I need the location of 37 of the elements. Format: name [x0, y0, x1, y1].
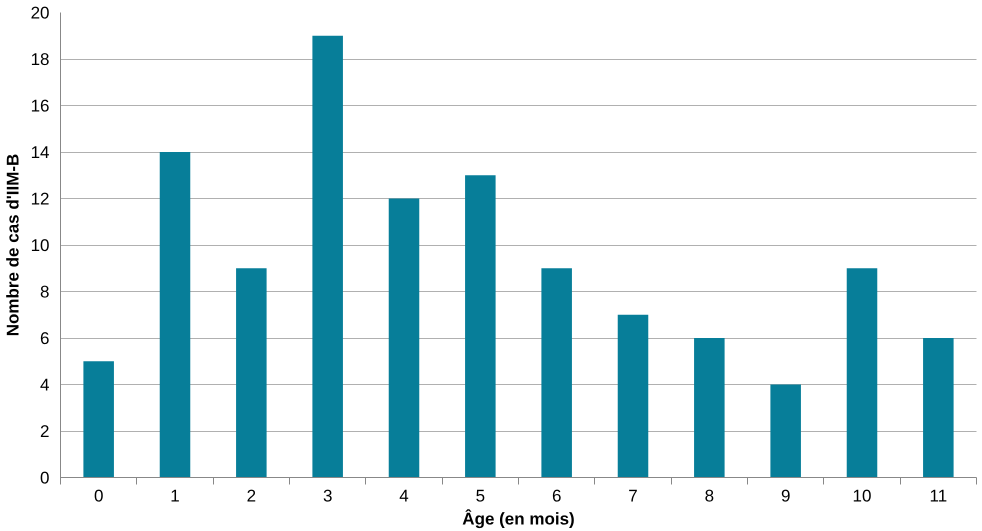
y-axis-title: Nombre de cas d'IIM-B	[4, 154, 23, 336]
x-tick-label: 10	[852, 486, 872, 506]
bar	[541, 268, 572, 478]
x-tick-label: 9	[780, 486, 790, 506]
y-tick-label: 16	[30, 96, 50, 116]
y-tick-label: 8	[40, 282, 50, 302]
bar	[160, 152, 190, 478]
bar	[618, 314, 648, 478]
bar	[312, 36, 343, 478]
y-tick-label: 4	[40, 376, 50, 394]
bar	[923, 338, 954, 478]
y-tick-label: 14	[30, 143, 50, 162]
y-tick-label: 12	[30, 190, 50, 208]
bar	[388, 198, 420, 478]
y-tick-label: 2	[40, 422, 50, 441]
bar	[694, 338, 725, 478]
x-tick-label: 2	[246, 486, 256, 506]
y-tick-label: 0	[40, 468, 50, 488]
bar	[236, 268, 267, 478]
y-tick-label: 18	[30, 50, 50, 69]
x-tick-label: 1	[170, 486, 180, 506]
x-tick-label: 5	[476, 486, 486, 506]
bar	[83, 361, 114, 478]
y-tick-label: 10	[30, 236, 50, 255]
bar	[846, 268, 878, 478]
y-tick-label: 6	[40, 329, 50, 348]
x-tick-label: 7	[628, 486, 638, 506]
x-tick-label: 8	[704, 486, 714, 506]
x-tick-label: 3	[322, 486, 332, 506]
x-tick-label: 11	[930, 486, 948, 506]
bar	[770, 384, 801, 478]
x-tick-label: 6	[552, 486, 562, 506]
x-axis-title: Âge (en mois)	[462, 508, 575, 528]
y-tick-label: 20	[30, 4, 50, 22]
x-tick-label: 4	[399, 486, 409, 506]
x-tick-label: 0	[94, 486, 104, 506]
bar	[465, 175, 496, 478]
